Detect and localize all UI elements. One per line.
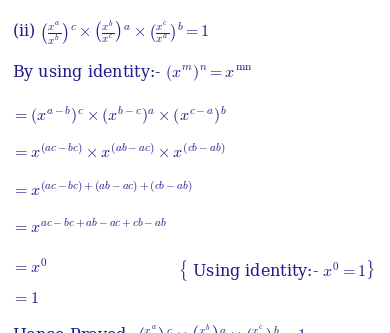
Text: $= 1$: $= 1$	[12, 290, 39, 307]
Text: $\{$ Using identity:- $x^0 = 1\}$: $\{$ Using identity:- $x^0 = 1\}$	[178, 258, 375, 283]
Text: (ii) $\left(\frac{x^a}{x^b}\right)^c \times \left(\frac{x^b}{x^c}\right)^a \time: (ii) $\left(\frac{x^a}{x^b}\right)^c \ti…	[12, 18, 210, 48]
Text: $= x^{ac-bc+ab-ac+cb-ab}$: $= x^{ac-bc+ab-ac+cb-ab}$	[12, 218, 167, 236]
Text: $= (x^{a-b})^c \times (x^{b-c})^a \times (x^{c-a})^b$: $= (x^{a-b})^c \times (x^{b-c})^a \times…	[12, 105, 227, 128]
Text: $= x^0$: $= x^0$	[12, 258, 47, 276]
Text: Hence Proved, $\left(\frac{x^a}{x^b}\right)^c \times \left(\frac{x^b}{x^c}\right: Hence Proved, $\left(\frac{x^a}{x^b}\rig…	[12, 322, 306, 333]
Text: $= x^{(ac-bc)} \times x^{(ab-ac)} \times x^{(cb-ab)}$: $= x^{(ac-bc)} \times x^{(ab-ac)} \times…	[12, 143, 225, 162]
Text: By using identity:- $(x^m)^n = x^{\mathrm{mn}}$: By using identity:- $(x^m)^n = x^{\mathr…	[12, 62, 253, 83]
Text: $= x^{(ac-bc)+(ab-ac)+(cb-ab)}$: $= x^{(ac-bc)+(ab-ac)+(cb-ab)}$	[12, 181, 192, 199]
